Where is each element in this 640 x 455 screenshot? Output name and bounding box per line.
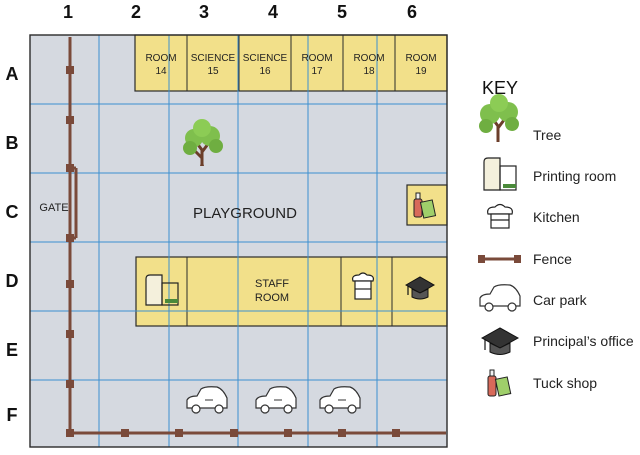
column-label-1: 1 [62, 2, 73, 22]
kitchen-icon [352, 272, 374, 300]
row-label-a: A [5, 64, 19, 84]
row-label-f: F [6, 405, 18, 425]
key-title: KEY [482, 78, 519, 98]
key-tree-icon [479, 94, 519, 142]
column-label-2: 2 [130, 2, 141, 22]
key-kitchen-icon [487, 203, 513, 229]
row-label-d: D [5, 271, 19, 291]
row-label-e: E [5, 340, 18, 360]
column-label-3: 3 [198, 2, 209, 22]
key-car-icon [479, 284, 521, 312]
fence-posts [66, 66, 400, 437]
science-16-label: SCIENCE 16 [243, 53, 288, 77]
staff-room-building [135, 256, 448, 327]
column-label-4: 4 [267, 2, 278, 22]
top-building [134, 34, 448, 92]
key-label-tuck-shop: Tuck shop [533, 375, 598, 391]
column-label-5: 5 [336, 2, 347, 22]
playground-label: PLAYGROUND [193, 205, 297, 222]
mortarboard-icon [404, 276, 436, 300]
printing-room-icon [145, 274, 179, 306]
key-fence-icon [478, 255, 521, 263]
column-label-6: 6 [406, 2, 417, 22]
grid-lines [30, 35, 447, 447]
science-15-label: SCIENCE 15 [191, 53, 236, 77]
room-19-label: ROOM 19 [405, 53, 436, 77]
key-printing-room-icon [483, 157, 517, 191]
key-label-fence: Fence [533, 251, 572, 267]
key-tuck-shop-icon [487, 369, 512, 397]
gate-label: GATE [39, 202, 68, 214]
car-icon [255, 386, 297, 414]
key-label-principals-office: Principal’s office [533, 333, 634, 349]
tree-icon [183, 119, 223, 166]
key-label-kitchen: Kitchen [533, 209, 580, 225]
key-mortarboard-icon [480, 327, 520, 355]
room-17-label: ROOM 17 [301, 53, 332, 77]
tuck-shop-icon [413, 192, 437, 219]
map-border [29, 34, 448, 448]
room-18-label: ROOM 18 [353, 53, 384, 77]
key-label-printing-room: Printing room [533, 168, 617, 184]
car-icon [186, 386, 228, 414]
key-label-tree: Tree [533, 127, 562, 143]
staff-room-label: STAFF ROOM [255, 278, 289, 304]
row-label-b: B [5, 133, 19, 153]
room-14-label: ROOM 14 [145, 53, 176, 77]
row-label-c: C [5, 202, 19, 222]
car-icon [319, 386, 361, 414]
key-label-car-park: Car park [533, 292, 587, 308]
